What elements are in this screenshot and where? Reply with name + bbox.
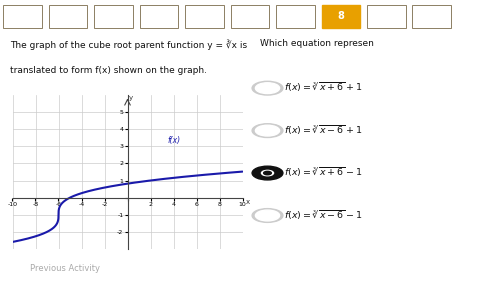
Text: f(x): f(x) bbox=[168, 136, 181, 145]
Text: The graph of the cube root parent function y = ∛x is: The graph of the cube root parent functi… bbox=[10, 39, 247, 49]
Text: x: x bbox=[246, 200, 250, 205]
Text: 8: 8 bbox=[338, 11, 344, 21]
Text: $f(x) = \sqrt[3]{x-6} - 1$: $f(x) = \sqrt[3]{x-6} - 1$ bbox=[284, 209, 362, 223]
Text: y: y bbox=[129, 95, 133, 101]
Text: Which equation represen: Which equation represen bbox=[260, 39, 374, 48]
Text: $f(x) = \sqrt[3]{x+6} + 1$: $f(x) = \sqrt[3]{x+6} + 1$ bbox=[284, 81, 362, 95]
Text: 9: 9 bbox=[384, 11, 390, 21]
Text: 10: 10 bbox=[426, 11, 438, 21]
Circle shape bbox=[256, 125, 280, 136]
Text: Previous Activity: Previous Activity bbox=[30, 264, 100, 273]
Text: 3: 3 bbox=[110, 11, 116, 21]
Circle shape bbox=[252, 166, 283, 180]
Text: ◄: ◄ bbox=[8, 263, 15, 273]
Text: 2: 2 bbox=[65, 11, 71, 21]
Circle shape bbox=[262, 170, 274, 176]
Circle shape bbox=[256, 210, 280, 221]
Circle shape bbox=[256, 83, 280, 94]
Text: 4: 4 bbox=[156, 11, 162, 21]
Text: ►: ► bbox=[474, 11, 481, 21]
Circle shape bbox=[252, 81, 283, 95]
Circle shape bbox=[252, 209, 283, 222]
Text: 5: 5 bbox=[202, 11, 207, 21]
Text: 6: 6 bbox=[247, 11, 253, 21]
Text: translated to form f(x) shown on the graph.: translated to form f(x) shown on the gra… bbox=[10, 66, 207, 75]
FancyBboxPatch shape bbox=[322, 4, 360, 28]
Text: 7: 7 bbox=[292, 11, 298, 21]
Text: $f(x) = \sqrt[3]{x-6} + 1$: $f(x) = \sqrt[3]{x-6} + 1$ bbox=[284, 124, 362, 138]
Circle shape bbox=[252, 124, 283, 137]
Text: 1: 1 bbox=[20, 11, 26, 21]
Circle shape bbox=[264, 171, 272, 175]
Text: $f(x) = \sqrt[3]{x+6} - 1$: $f(x) = \sqrt[3]{x+6} - 1$ bbox=[284, 166, 362, 180]
